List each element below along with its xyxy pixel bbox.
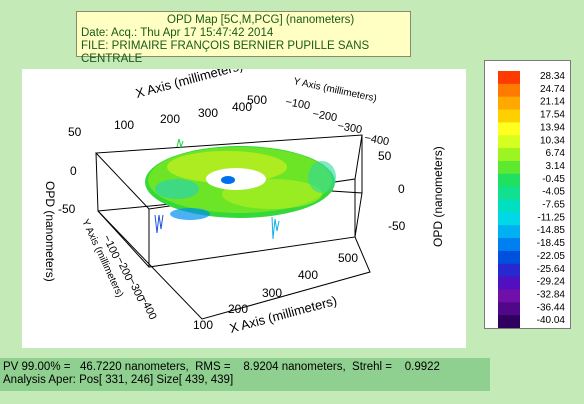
color-scale-label: -0.45: [542, 174, 565, 185]
color-scale-swatch: [498, 148, 520, 162]
plot-title: OPD Map [5C,M,PCG] (nanometers): [167, 14, 355, 26]
color-scale-swatch: [498, 186, 520, 200]
x-tick-back: 300: [198, 106, 218, 120]
x-tick-front: 400: [298, 268, 318, 282]
y-tick-back: −200: [311, 108, 338, 124]
color-scale-label: 10.34: [540, 135, 565, 146]
color-scale: 28.34 24.74 21.14 17.54 13.94 10.34 6.74 3.14 -0…: [484, 60, 571, 329]
color-scale-label: -7.65: [542, 200, 565, 211]
color-scale-swatch: [498, 238, 520, 252]
color-scale-label: -36.44: [537, 302, 566, 313]
z-axis-label-right: OPD (nanometers): [431, 146, 445, 247]
color-scale-swatch: [498, 173, 520, 188]
color-scale-swatch: [498, 302, 520, 316]
color-scale-label: 28.34: [540, 71, 565, 82]
y-tick-back: −400: [363, 132, 390, 148]
color-scale-label: -4.05: [542, 187, 565, 198]
color-scale-swatch: [498, 96, 520, 111]
color-scale-swatch: [498, 289, 520, 303]
z-tick-right: 0: [398, 182, 405, 196]
color-scale-label: -18.45: [537, 238, 566, 249]
x-tick-front: 100: [193, 318, 213, 332]
color-scale-label: 21.14: [540, 97, 565, 108]
x-tick-back: 500: [247, 93, 267, 107]
color-scale-swatch: [498, 250, 520, 265]
opd-surface: [145, 138, 336, 240]
color-scale-swatch: [498, 276, 520, 290]
x-tick-front: 300: [262, 286, 282, 300]
z-axis-label-left: OPD (nanometers): [43, 181, 57, 282]
x-tick-back: 200: [160, 112, 180, 126]
color-scale-swatch: [498, 212, 520, 226]
color-scale-label: -40.04: [537, 315, 566, 326]
acquisition-date: Date: Acq.: Thu Apr 17 15:47:42 2014: [81, 27, 274, 39]
color-scale-label: -32.84: [537, 289, 566, 300]
color-scale-label: -14.85: [537, 225, 566, 236]
color-scale-swatches: [498, 71, 520, 329]
color-scale-swatch: [498, 199, 520, 213]
color-scale-swatch: [498, 263, 520, 278]
pv-rms-strehl-readout: PV 99.00% = 46.7220 nanometers, RMS = 8.…: [3, 361, 440, 373]
z-tick-left: -50: [58, 202, 76, 216]
color-scale-label: 17.54: [540, 110, 565, 121]
color-scale-swatch: [498, 315, 520, 329]
y-tick-back: −300: [336, 120, 363, 136]
y-tick-back: −100: [284, 96, 311, 112]
x-tick-back: 100: [114, 118, 134, 132]
opd-3d-plot: 100 200 300 400 500 X Axis (millimeters)…: [22, 58, 466, 348]
color-scale-label: -25.64: [537, 264, 566, 275]
color-scale-label: -11.25: [537, 212, 565, 223]
color-scale-swatch: [498, 160, 520, 175]
color-scale-label: 13.94: [540, 122, 565, 133]
z-tick-left: 50: [68, 125, 82, 139]
color-scale-label: -22.05: [537, 251, 566, 262]
z-tick-left: 0: [70, 164, 77, 178]
color-scale-swatch: [498, 122, 520, 136]
file-name: FILE: PRIMAIRE FRANÇOIS BERNIER PUPILLE …: [81, 40, 370, 65]
x-axis-label-back: X Axis (millimeters): [134, 69, 245, 101]
statistics-bar: PV 99.00% = 46.7220 nanometers, RMS = 8.…: [0, 358, 490, 391]
plot-header: OPD Map [5C,M,PCG] (nanometers) Date: Ac…: [76, 11, 411, 65]
color-scale-label: -29.24: [537, 277, 566, 288]
color-scale-label: 6.74: [546, 148, 566, 159]
color-scale-swatch: [498, 109, 520, 123]
x-tick-front: 500: [338, 251, 358, 265]
analysis-aperture-readout: Analysis Aper: Pos[ 331, 246] Size[ 439,…: [3, 374, 234, 386]
x-tick-back: 400: [232, 100, 252, 114]
color-scale-label: 3.14: [546, 161, 566, 172]
color-scale-swatch: [498, 83, 520, 98]
z-tick-right: -50: [388, 219, 406, 233]
plot-canvas: 100 200 300 400 500 X Axis (millimeters)…: [43, 58, 445, 336]
x-tick-front: 200: [228, 302, 248, 316]
color-scale-swatch: [498, 225, 520, 239]
z-tick-right: 50: [378, 149, 392, 163]
color-scale-label: 24.74: [540, 84, 565, 95]
y-tick-front: −400: [137, 294, 158, 322]
color-scale-swatch: [498, 135, 520, 149]
color-scale-swatch: [498, 71, 520, 85]
